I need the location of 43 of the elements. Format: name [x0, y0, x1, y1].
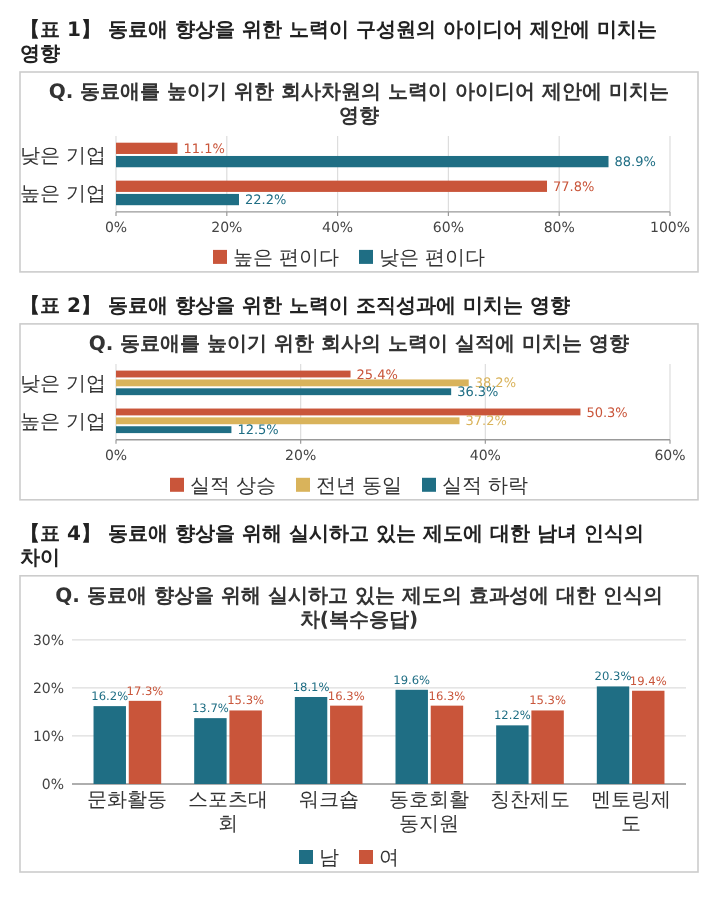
- y-tick-label: 높은 기업: [19, 411, 106, 434]
- legend-label: 전년 동일: [316, 475, 403, 498]
- y-tick-label: 높은 기업: [19, 183, 106, 206]
- bar: [116, 426, 232, 434]
- bar: [116, 155, 609, 168]
- legend-label: 실적 하락: [442, 475, 529, 498]
- x-tick-label: 문화활동: [87, 790, 168, 812]
- bar: [116, 193, 239, 206]
- bar: [632, 690, 665, 784]
- y-tick-label: 낮은 기업: [19, 145, 106, 168]
- chart-subtitle: Q. 동료애를 높이기 위한 회사차원의 노력이 아이디어 제안에 미치는 영향: [48, 82, 670, 128]
- bar: [531, 710, 564, 784]
- legend-label: 여: [379, 848, 399, 870]
- x-tick-label: 워크숍: [298, 790, 359, 812]
- bar: [116, 142, 178, 154]
- bar: [194, 718, 227, 784]
- legend-label: 남: [319, 848, 339, 870]
- x-tick-label: 스포츠대회: [188, 790, 269, 836]
- legend-label: 높은 편이다: [233, 247, 340, 270]
- x-tick-label: 멘토링제도: [590, 790, 671, 836]
- bar: [294, 697, 328, 784]
- bar: [430, 705, 464, 784]
- chart-subtitle: Q. 동료애를 높이기 위한 회사의 노력이 실적에 미치는 영향: [88, 333, 630, 356]
- bar: [116, 379, 469, 387]
- bar: [596, 686, 630, 784]
- bar: [128, 700, 162, 784]
- x-tick-label: 동호회활동지원: [389, 790, 470, 836]
- bar: [116, 417, 460, 425]
- chart-title: 【표 1】 동료애 향상을 위한 노력이 구성원의 아이디어 제안에 미치는 영향: [20, 18, 657, 66]
- legend-label: 낮은 편이다: [379, 247, 486, 270]
- bar: [116, 388, 452, 396]
- bar: [496, 725, 529, 784]
- bar: [93, 706, 126, 784]
- bar: [229, 710, 262, 784]
- bar: [330, 705, 363, 784]
- chart-title: 【표 2】 동료애 향상을 위한 노력이 조직성과에 미치는 영향: [20, 293, 570, 318]
- y-tick-label: 낮은 기업: [19, 373, 106, 396]
- chart-subtitle: Q. 동료애 향상을 위해 실시하고 있는 제도의 효과성에 대한 인식의 차(복수응답): [55, 585, 663, 632]
- legend-label: 실적 상승: [190, 475, 277, 498]
- bar: [395, 689, 428, 784]
- x-tick-label: 칭찬제도: [489, 790, 570, 812]
- chart-title: 【표 4】 동료애 향상을 위해 실시하고 있는 제도에 대한 남녀 인식의 차이: [20, 521, 644, 570]
- bar: [116, 180, 548, 192]
